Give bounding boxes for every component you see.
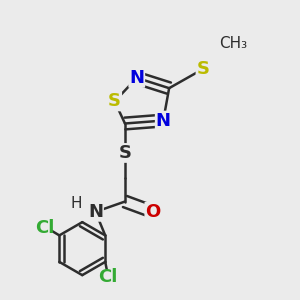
Text: N: N [156,112,171,130]
Text: O: O [145,203,160,221]
Text: S: S [108,92,121,110]
Text: H: H [70,196,82,211]
Text: Cl: Cl [35,219,54,237]
Text: S: S [118,144,131,162]
Text: N: N [88,203,103,221]
Text: CH₃: CH₃ [219,37,247,52]
Text: S: S [196,60,209,78]
Text: N: N [129,69,144,87]
Text: Cl: Cl [98,268,118,286]
